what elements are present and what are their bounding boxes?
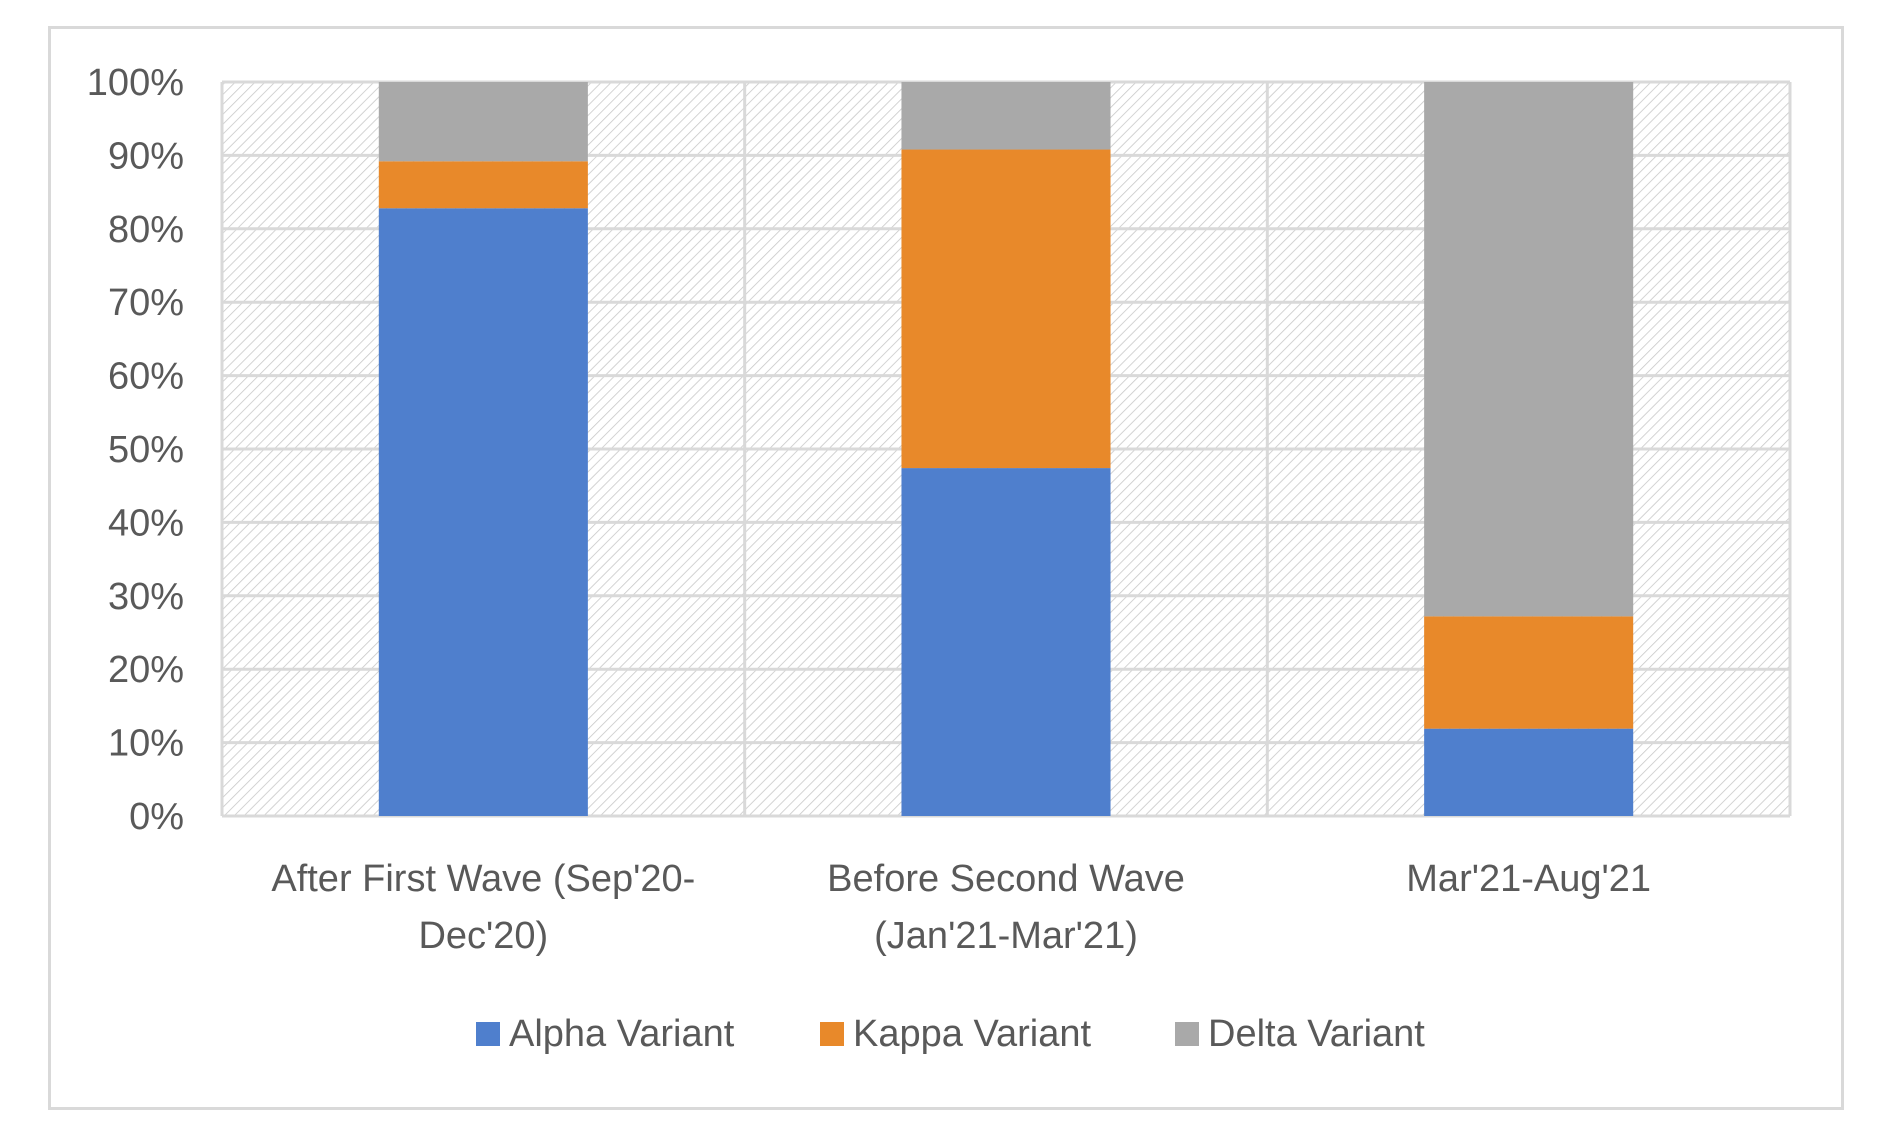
category-label: (Jan'21-Mar'21) [874, 915, 1138, 957]
y-tick-label: 100% [87, 62, 184, 104]
bar-segment [1424, 728, 1634, 816]
legend-label: Kappa Variant [853, 1013, 1091, 1055]
y-tick-label: 50% [108, 429, 184, 471]
y-tick-label: 0% [129, 796, 184, 838]
y-tick-label: 40% [108, 502, 184, 544]
category-label: After First Wave (Sep'20- [271, 858, 695, 900]
bar-segment [1424, 82, 1634, 617]
bar-segment [901, 468, 1111, 816]
bar-segment [378, 82, 588, 162]
bar-segment [901, 82, 1111, 150]
bar-segment [378, 161, 588, 209]
legend-label: Delta Variant [1208, 1013, 1425, 1055]
legend: Alpha Variant Kappa Variant Delta Variant [476, 1013, 1425, 1055]
legend-swatch [476, 1022, 500, 1046]
y-axis: 0% 10% 20% 30% 40% 50% 60% 70% 80% 90% 100% [87, 62, 184, 838]
x-axis: After First Wave (Sep'20- Dec'20) Before S… [271, 858, 1651, 957]
y-tick-label: 80% [108, 209, 184, 251]
category-label: Mar'21-Aug'21 [1406, 858, 1651, 900]
bar-segment [901, 149, 1111, 469]
legend-label: Alpha Variant [509, 1013, 735, 1055]
bars [378, 82, 1634, 817]
y-tick-label: 20% [108, 649, 184, 691]
y-tick-label: 70% [108, 282, 184, 324]
bar-segment [1424, 616, 1634, 729]
bar-segment [378, 208, 588, 817]
category-label: Dec'20) [418, 915, 548, 957]
category-label: Before Second Wave [827, 858, 1185, 900]
legend-swatch [1175, 1022, 1199, 1046]
y-tick-label: 90% [108, 135, 184, 177]
y-tick-label: 30% [108, 576, 184, 618]
legend-swatch [820, 1022, 844, 1046]
y-tick-label: 60% [108, 356, 184, 398]
y-tick-label: 10% [108, 723, 184, 765]
